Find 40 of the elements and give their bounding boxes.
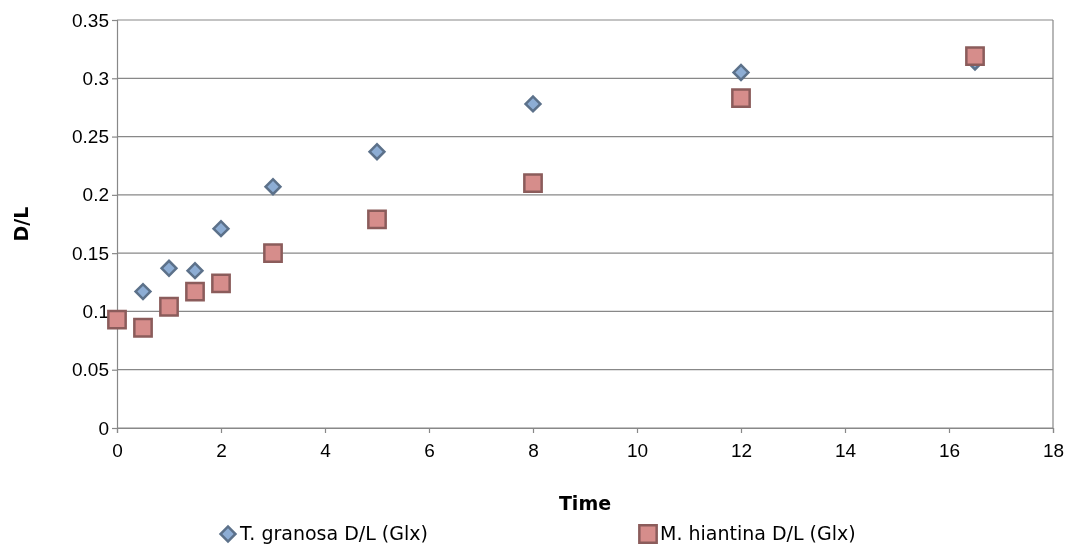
point	[107, 309, 127, 330]
x-tick-label: 12	[730, 439, 753, 461]
x-tick-label: 8	[528, 439, 539, 461]
x-axis-title: Time	[558, 492, 612, 514]
y-tick-label: 0.15	[72, 242, 109, 264]
point	[367, 209, 387, 230]
point	[212, 220, 230, 238]
point	[186, 261, 204, 280]
x-tick-label: 16	[938, 439, 961, 461]
point	[263, 243, 283, 264]
point	[160, 259, 178, 277]
x-tick-label: 10	[626, 439, 649, 461]
x-tick-label: 14	[834, 439, 857, 461]
point	[368, 143, 386, 161]
x-tick-label: 6	[424, 439, 435, 461]
point	[524, 95, 542, 113]
point	[159, 296, 179, 317]
point	[965, 46, 985, 67]
point	[211, 273, 231, 294]
y-axis-title: D/L	[10, 206, 32, 242]
point	[185, 281, 205, 302]
y-tick-label: 0.1	[82, 301, 109, 323]
legend-label: T. granosa D/L (Glx)	[239, 522, 428, 544]
point	[133, 317, 153, 338]
point	[264, 178, 282, 196]
y-tick-label: 0.3	[82, 67, 109, 89]
x-tick-label: 18	[1042, 439, 1065, 461]
x-tick-label: 4	[320, 439, 332, 461]
point	[731, 88, 751, 109]
point	[732, 63, 750, 82]
y-tick-label: 0.2	[82, 184, 109, 206]
x-tick-label: 2	[216, 439, 227, 461]
legend-label: M. hiantina D/L (Glx)	[660, 522, 856, 544]
y-tick-label: 0.35	[72, 9, 109, 31]
x-tick-label: 0	[112, 439, 123, 461]
y-tick-label: 0.05	[72, 359, 109, 381]
point	[523, 173, 543, 194]
point	[134, 282, 152, 301]
y-tick-label: 0.25	[72, 126, 109, 148]
y-tick-label: 0	[98, 417, 109, 439]
